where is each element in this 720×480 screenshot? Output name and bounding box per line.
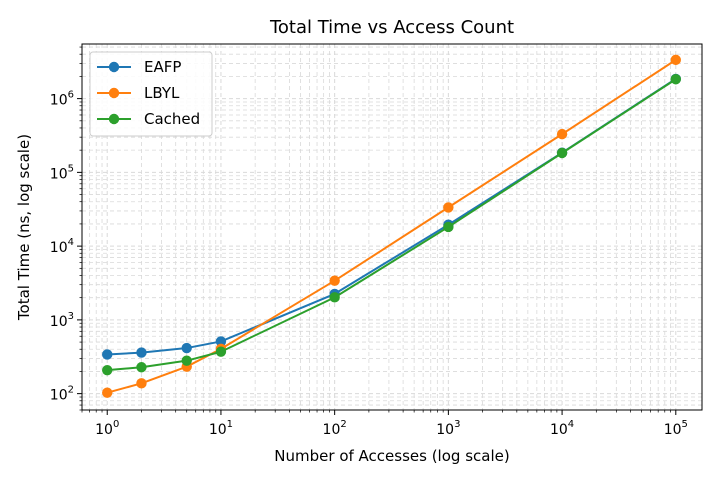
y-tick-label-exponent: 3	[68, 311, 74, 322]
chart-title: Total Time vs Access Count	[269, 17, 514, 38]
x-tick-label-exponent: 0	[113, 419, 119, 430]
data-point-eafp	[181, 342, 192, 354]
data-point-lbyl	[329, 275, 340, 286]
x-tick-label-exponent: 2	[340, 419, 346, 430]
data-point-lbyl	[102, 387, 113, 398]
x-tick-label-exponent: 4	[568, 419, 574, 430]
data-point-cached	[102, 364, 113, 376]
legend-item-lbyl: LBYL	[97, 84, 180, 102]
x-tick-label-base: 10	[95, 422, 113, 438]
legend-item-eafp: EAFP	[97, 58, 181, 76]
plot-frame	[81, 43, 703, 411]
series-layer	[102, 54, 681, 398]
series-lbyl	[102, 54, 681, 398]
data-point-cached	[329, 292, 340, 303]
y-tick-label-base: 10	[50, 314, 68, 330]
legend-swatch-marker	[108, 61, 120, 73]
data-point-cached	[670, 74, 681, 85]
series-cached	[102, 74, 681, 376]
x-tick-label: 105	[664, 419, 688, 438]
x-tick-label-base: 10	[436, 422, 454, 438]
y-tick-label-exponent: 5	[68, 163, 74, 174]
legend-box	[89, 51, 213, 137]
y-tick-label: 102	[50, 385, 74, 404]
y-tick-label: 103	[50, 311, 74, 330]
legend-item-cached: Cached	[97, 110, 200, 128]
x-tick-label-base: 10	[550, 422, 568, 438]
x-tick-label-base: 10	[209, 422, 227, 438]
y-axis-label: Total Time (ns, log scale)	[15, 134, 33, 321]
series-line-lbyl	[106, 59, 677, 394]
x-tick-label: 103	[436, 419, 460, 438]
legend-label: LBYL	[144, 84, 180, 102]
y-tick-label-exponent: 4	[68, 237, 74, 248]
grid	[81, 44, 702, 411]
legend-swatch-marker	[108, 87, 120, 99]
y-tick-label: 104	[50, 237, 74, 256]
y-tick-label-exponent: 2	[68, 385, 74, 396]
data-point-lbyl	[443, 202, 454, 213]
data-point-lbyl	[670, 54, 681, 66]
legend-swatch-marker	[108, 113, 120, 125]
y-tick-label-base: 10	[50, 93, 68, 109]
data-point-lbyl	[556, 128, 568, 140]
x-tick-label-base: 10	[323, 422, 341, 438]
data-point-eafp	[102, 349, 113, 360]
x-tick-label-exponent: 5	[682, 419, 688, 430]
x-tick-label: 100	[95, 419, 119, 438]
legend-label: EAFP	[144, 58, 181, 76]
x-tick-label: 101	[209, 419, 233, 438]
x-tick-label: 102	[323, 419, 347, 438]
data-point-cached	[215, 346, 227, 357]
legend-label: Cached	[144, 110, 200, 128]
y-tick-label: 106	[50, 90, 74, 109]
y-tick-label-base: 10	[50, 240, 68, 256]
series-line-cached	[107, 78, 677, 372]
y-tick-label: 105	[50, 163, 74, 182]
x-tick-label: 104	[550, 419, 574, 438]
data-point-cached	[181, 355, 192, 366]
data-point-eafp	[136, 347, 147, 358]
y-tick-label-exponent: 6	[68, 90, 74, 101]
data-point-cached	[136, 362, 147, 373]
x-tick-label-base: 10	[664, 422, 682, 438]
y-tick-label-base: 10	[50, 166, 68, 182]
y-tick-label-base: 10	[50, 388, 68, 404]
x-axis-label: Number of Accesses (log scale)	[274, 447, 509, 465]
legend: EAFP LBYL Cached	[89, 51, 213, 137]
x-tick-label-exponent: 1	[227, 419, 233, 430]
x-tick-label-exponent: 3	[454, 419, 460, 430]
data-point-cached	[443, 221, 454, 233]
data-point-eafp	[215, 336, 227, 347]
data-point-cached	[556, 147, 568, 159]
data-point-lbyl	[136, 378, 147, 389]
